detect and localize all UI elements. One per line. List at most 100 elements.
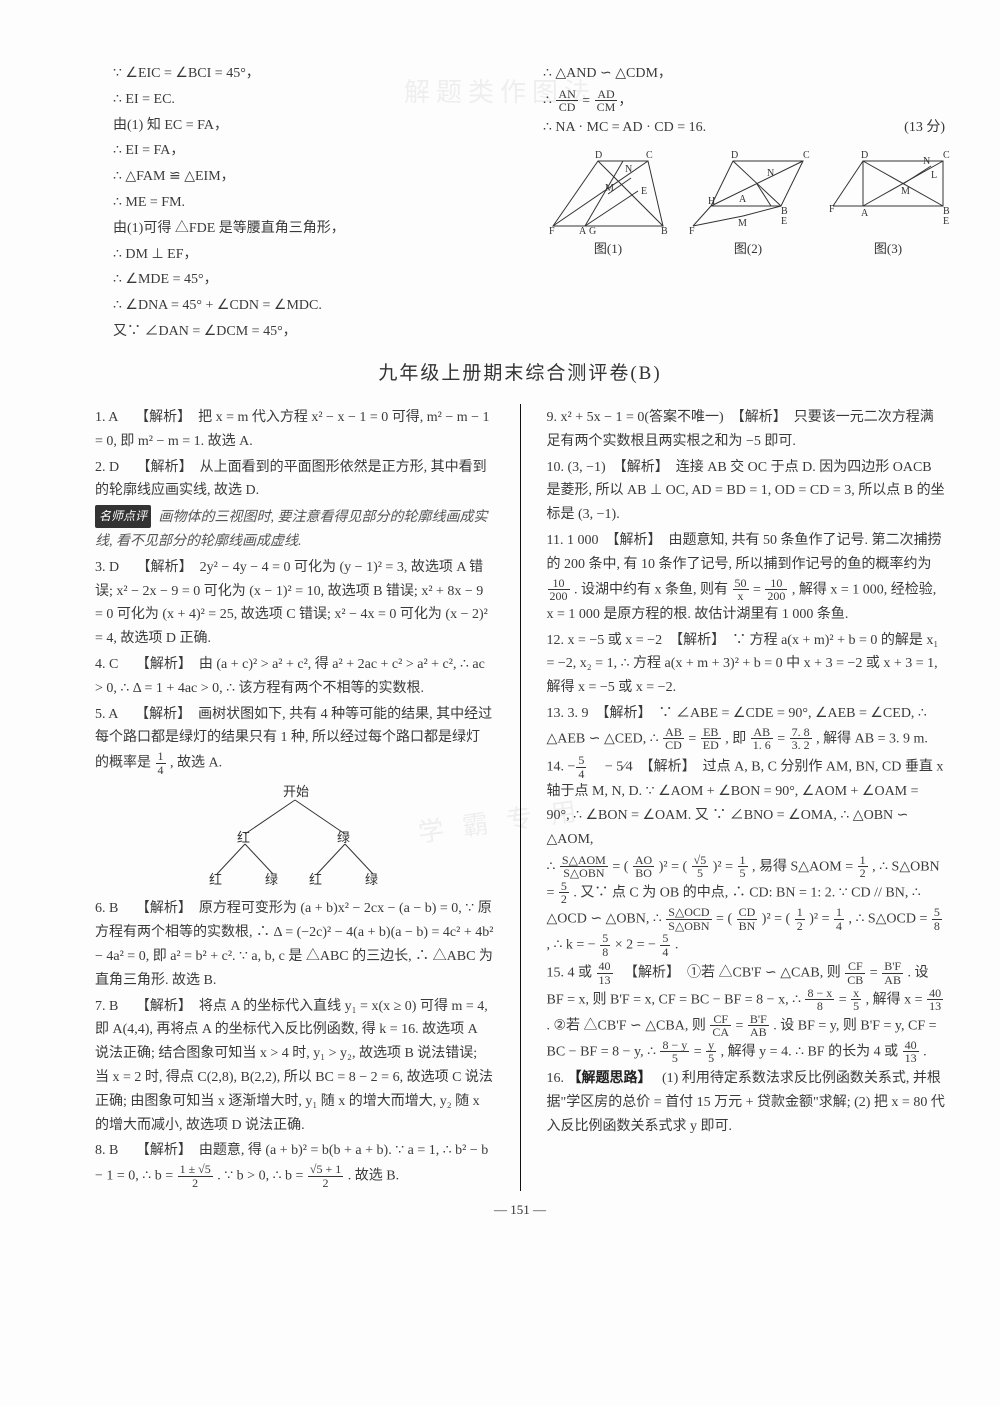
page-container: 解题类作图法 ∵ ∠EIC = ∠BCI = 45°， ∴ EI = EC. 由… <box>0 0 1000 1406</box>
score-note: (13 分) <box>904 116 945 140</box>
q-text: . 故选 B. <box>348 1168 399 1183</box>
proof-line: ∴ ∠MDE = 45°， <box>113 268 515 292</box>
proof-line: 由(1)可得 △FDE 是等腰直角三角形， <box>113 217 515 241</box>
column-divider <box>520 404 521 1191</box>
fraction: 14 <box>156 750 166 776</box>
bottom-columns: 1. A 【解析】 把 x = m 代入方程 x² − x − 1 = 0 可得… <box>95 404 945 1191</box>
svg-text:M: M <box>901 186 910 197</box>
svg-text:N: N <box>923 156 930 167</box>
q-text: (3, −1) 【解析】 连接 AB 交 OC 于点 D. 因为四边形 OACB… <box>547 460 945 523</box>
svg-text:F: F <box>829 204 835 215</box>
q-number: 2. <box>95 460 106 475</box>
diagram-caption: 图(2) <box>683 238 813 260</box>
tip-text: 画物体的三视图时, 要注意看得见部分的轮廓线画成实线, 看不见部分的轮廓线画成虚… <box>95 510 488 549</box>
fraction: 10200 <box>765 577 787 603</box>
q-answer: A <box>108 707 117 722</box>
proof-line: 由(1) 知 EC = FA， <box>113 114 515 138</box>
svg-text:D: D <box>861 150 868 161</box>
eq: = <box>753 582 764 597</box>
q7: 7. B 【解析】 将点 A 的坐标代入直线 y₁ = x(x ≥ 0) 可得 … <box>95 995 494 1138</box>
proof-text: ∴ NA · MC = AD · CD = 16. <box>543 120 706 135</box>
proof-line: ∴ △FAM ≌ △EIM， <box>113 165 515 189</box>
q-answer: B <box>109 901 118 916</box>
diagram-caption: 图(1) <box>543 238 673 260</box>
q-number: 13. <box>547 706 565 721</box>
svg-text:红: 红 <box>237 830 250 845</box>
svg-text:红: 红 <box>309 872 322 887</box>
svg-text:绿: 绿 <box>365 872 378 887</box>
q-number: 10. <box>547 460 565 475</box>
fraction: AB1. 6 <box>751 726 773 752</box>
fraction: ABCD <box>663 726 684 752</box>
q-number: 4. <box>95 657 106 672</box>
q-number: 9. <box>547 410 558 425</box>
q14: 14. −54 − 5⁄4 【解析】 过点 A, B, C 分别作 AM, BN… <box>547 754 946 852</box>
q-number: 12. <box>547 633 565 648</box>
q14-cont: ∴ S△AOMS△OBN = ( AOBO )² = ( √55 )² = 15… <box>547 854 946 959</box>
svg-text:N: N <box>767 168 774 179</box>
q-number: 11. <box>547 533 564 548</box>
top-columns: ∵ ∠EIC = ∠BCI = 45°， ∴ EI = EC. 由(1) 知 E… <box>95 60 945 346</box>
q15: 15. 4 或 4013 【解析】 ①若 △CB'F ∽ △CAB, 则 CFC… <box>547 960 946 1065</box>
probability-tree: 开始 红 绿 红 绿 红 绿 <box>95 782 494 887</box>
q8: 8. B 【解析】 由题意, 得 (a + b)² = b(b + a + b)… <box>95 1139 494 1189</box>
q-number: 6. <box>95 901 106 916</box>
q-text: x² + 5x − 1 = 0(答案不唯一) 【解析】 只要该一元二次方程满足有… <box>547 410 934 449</box>
svg-text:M: M <box>605 183 614 194</box>
q-answer: D <box>109 460 119 475</box>
q-number: 8. <box>95 1143 106 1158</box>
fraction: √5 + 12 <box>308 1163 343 1189</box>
q5: 5. A 【解析】 画树状图如下, 共有 4 种等可能的结果, 其中经过每个路口… <box>95 703 494 777</box>
page-number: — 151 — <box>95 1199 945 1221</box>
top-left-column: ∵ ∠EIC = ∠BCI = 45°， ∴ EI = EC. 由(1) 知 E… <box>95 60 515 346</box>
svg-text:D: D <box>595 150 602 161</box>
proof-line: ∴ ANCD = ADCM， <box>543 88 945 114</box>
svg-text:开始: 开始 <box>283 784 309 799</box>
q-text: 【解析】 原方程可变形为 (a + b)x² − 2cx − (a − b) =… <box>95 901 493 987</box>
left-column: 1. A 【解析】 把 x = m 代入方程 x² − x − 1 = 0 可得… <box>95 404 494 1191</box>
fraction: ANCD <box>556 88 577 114</box>
top-right-column: ∴ △AND ∽ △CDM， ∴ ANCD = ADCM， ∴ NA · MC … <box>543 60 945 346</box>
svg-text:M: M <box>738 218 747 229</box>
geometry-diagram-2: FM DC HA BE N 图(2) <box>683 146 813 260</box>
svg-text:H: H <box>708 196 715 207</box>
q-text: . 设湖中约有 x 条鱼, 则有 <box>574 582 728 597</box>
svg-text:F: F <box>549 226 555 236</box>
diagram-row: FAG BDC NEM 图(1) <box>543 146 945 260</box>
fraction: 10200 <box>548 577 570 603</box>
content: ∵ ∠EIC = ∠BCI = 45°， ∴ EI = EC. 由(1) 知 E… <box>95 60 945 1221</box>
fraction: ADCM <box>595 88 618 114</box>
section-title: 九年级上册期末综合测评卷(B) <box>95 358 945 390</box>
diagram-caption: 图(3) <box>823 238 953 260</box>
q6: 6. B 【解析】 原方程可变形为 (a + b)x² − 2cx − (a −… <box>95 897 494 992</box>
svg-text:F: F <box>689 226 695 236</box>
fraction: 1 ± √52 <box>178 1163 213 1189</box>
q-number: 14. <box>547 759 565 774</box>
svg-text:N: N <box>625 164 632 175</box>
q-answer: B <box>109 999 118 1014</box>
svg-text:A: A <box>739 194 747 205</box>
q2: 2. D 【解析】 从上面看到的平面图形依然是正方形, 其中看到的轮廓线应画实线… <box>95 456 494 504</box>
q-number: 15. <box>547 966 565 981</box>
geometry-diagram-3: FA DC BN LM E 图(3) <box>823 146 953 260</box>
q-answer: A <box>108 410 117 425</box>
fraction: EBED <box>701 726 721 752</box>
q4: 4. C 【解析】 由 (a + c)² > a² + c², 得 a² + 2… <box>95 653 494 701</box>
q-number: 7. <box>95 999 106 1014</box>
proof-line: ∴ DM ⊥ EF， <box>113 243 515 267</box>
q-text: − 5⁄4 【解析】 过点 A, B, C 分别作 AM, BN, CD 垂直 … <box>547 759 944 846</box>
q-number: 1. <box>95 410 106 425</box>
svg-text:E: E <box>641 186 647 197</box>
svg-text:L: L <box>931 170 937 181</box>
q13: 13. 3. 9 【解析】 ∵ ∠ABE = ∠CDE = 90°, ∠AEB … <box>547 702 946 752</box>
proof-line: ∴ NA · MC = AD · CD = 16. (13 分) <box>543 116 945 140</box>
svg-text:A: A <box>579 226 587 236</box>
q16: 16. 【解题思路】 (1) 利用待定系数法求反比例函数关系式, 并根据"学区房… <box>547 1067 946 1138</box>
q-text: 【解析】 2y² − 4y − 4 = 0 可化为 (y − 1)² = 3, … <box>95 560 488 646</box>
q-text: x = −5 或 x = −2 【解析】 ∵ 方程 a(x + m)² + b … <box>547 633 939 696</box>
q-number: 5. <box>95 707 106 722</box>
svg-text:C: C <box>803 150 810 161</box>
q-text: 1 000 【解析】 由题意知, 共有 50 条鱼作了记号. 第二次捕捞的 20… <box>547 533 942 572</box>
proof-line: ∴ EI = EC. <box>113 88 515 112</box>
proof-line: ∴ ∠DNA = 45° + ∠CDN = ∠MDC. <box>113 294 515 318</box>
